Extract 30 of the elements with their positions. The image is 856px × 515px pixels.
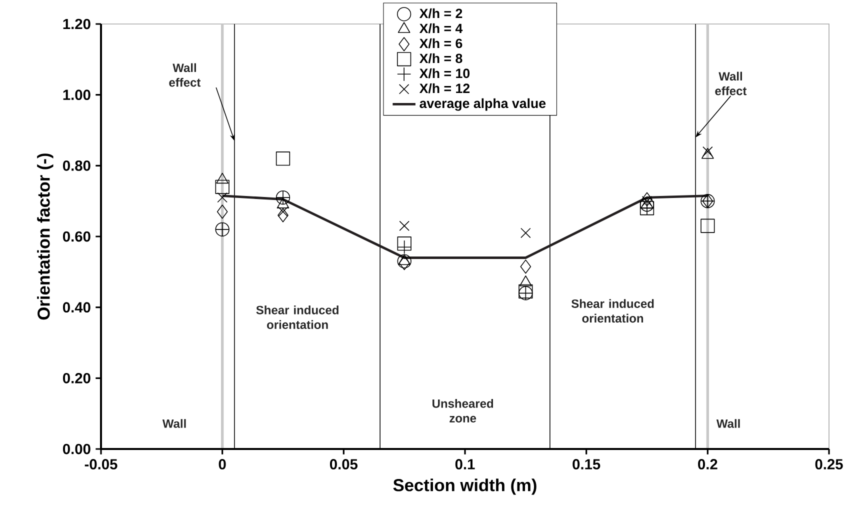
y-tick-label: 0.20 — [63, 372, 90, 384]
legend-label: X/h = 4 — [419, 23, 463, 34]
y-tick-label: 0.80 — [63, 160, 90, 171]
legend-label: X/h = 6 — [419, 38, 462, 48]
annotation: Wall — [716, 419, 740, 428]
legend-label: X/h = 8 — [419, 53, 462, 64]
y-tick-label: 0.40 — [63, 302, 90, 313]
x-tick-label: 0.1 — [455, 459, 475, 470]
x-tick-label: -0.05 — [84, 459, 118, 470]
legend-label: X/h = 10 — [419, 68, 470, 78]
y-axis-title: Orientation factor (-) — [37, 154, 54, 320]
annotation: Shear induced orientation — [571, 299, 654, 323]
y-tick-label: 0.60 — [63, 231, 90, 242]
annotation: Wall — [162, 419, 186, 428]
x-tick-label: 0.2 — [698, 459, 718, 470]
y-tick-label: 0.00 — [63, 444, 90, 454]
y-tick-label: 1.20 — [63, 18, 90, 30]
legend-label: average alpha value — [420, 98, 546, 111]
x-tick-label: 0.15 — [572, 459, 600, 470]
legend-label: X/h = 12 — [419, 83, 470, 94]
x-tick-label: 0.05 — [330, 459, 358, 470]
x-tick-label: 0 — [218, 459, 226, 470]
legend-label: X/h = 2 — [419, 8, 462, 18]
annotation: Shear induced orientation — [256, 306, 338, 329]
x-axis-title: Section width (m) — [393, 478, 536, 495]
annotation: Unsheared zone — [432, 399, 494, 422]
y-tick-label: 1.00 — [63, 90, 90, 100]
annotation: Wall effect — [715, 72, 747, 96]
annotation: Wall effect — [169, 63, 201, 87]
x-tick-label: 0.25 — [815, 459, 843, 470]
